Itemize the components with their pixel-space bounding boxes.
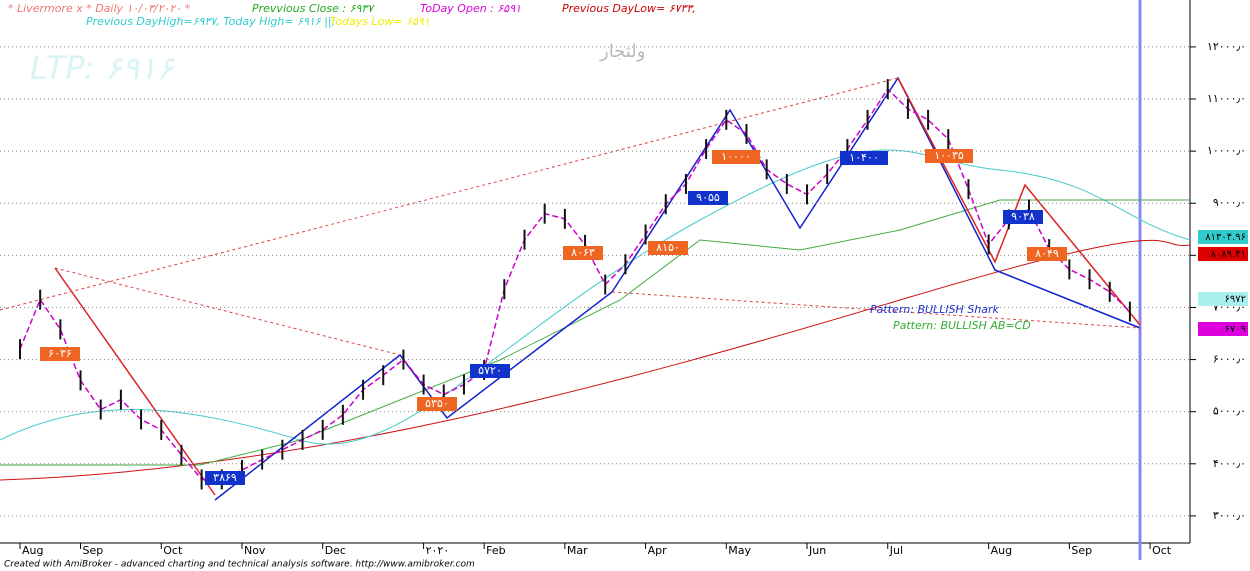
header-text: Todays Low= ۶۵۹۱ — [330, 15, 430, 28]
y-tick-label: ۶۰۰۰٫۰ — [1213, 353, 1246, 366]
y-tick-label: ۵۰۰۰٫۰ — [1213, 405, 1246, 418]
zigzag — [214, 76, 1141, 501]
price-box — [205, 471, 245, 485]
price-box — [563, 246, 603, 260]
price-box-label: ۱۰۴۰۰ — [849, 151, 879, 164]
header-text: Prevvious Close : ۶۹۳۷ — [252, 2, 375, 15]
support-line — [0, 199, 1190, 466]
moving-average — [0, 239, 1191, 481]
y-tick-label: ۳۰۰۰٫۰ — [1213, 509, 1246, 522]
ltp: LTP: ۶۹۱۶ — [30, 49, 175, 87]
x-tick-label: Feb — [486, 544, 505, 557]
price-box-label: ۱۰۰۳۵ — [934, 149, 964, 162]
price-box — [417, 397, 457, 411]
price-line — [19, 87, 1131, 481]
price-box-label: ۸۱۵۰ — [656, 241, 680, 254]
header-text: Previous DayLow= ۶۷۳۳, — [562, 2, 696, 15]
price-box-label: ۹۰۳۸ — [1011, 210, 1035, 223]
price-box — [840, 151, 888, 165]
price-tag-label: ۸۱۳۰۴.۹۶ — [1205, 232, 1246, 243]
price-box-label: ۸۰۶۳ — [571, 246, 595, 259]
price-box — [648, 241, 688, 255]
price-box-label: ۱۰۰۰۰ — [721, 150, 751, 163]
pattern-line — [0, 77, 1141, 356]
symbol: ولتجار — [599, 41, 645, 62]
price-box — [1003, 210, 1043, 224]
x-tick-label: ۲۰۲۰ — [426, 544, 450, 557]
x-tick-label: May — [728, 544, 751, 557]
y-tick-label: ۹۰۰۰٫۰ — [1213, 196, 1246, 209]
x-tick-label: Mar — [567, 544, 588, 557]
x-tick-label: Oct — [1152, 544, 1172, 557]
x-tick-label: Oct — [163, 544, 183, 557]
y-tick-label: ۱۲۰۰۰٫۰ — [1207, 40, 1246, 53]
price-box-label: ۵۷۲۰ — [478, 364, 502, 377]
price-box — [712, 150, 760, 164]
price-box — [925, 149, 973, 163]
x-tick-label: Aug — [991, 544, 1012, 557]
x-tick-label: Sep — [83, 544, 104, 557]
price-box-label: ۵۳۵۰ — [425, 397, 449, 410]
header-text: ToDay Open : ۶۵۹۱ — [420, 2, 521, 15]
x-tick-label: Apr — [648, 544, 668, 557]
x-tick-label: Dec — [325, 544, 346, 557]
price-tag-label: ۶۹۷۲ — [1225, 294, 1246, 305]
price-box — [688, 191, 728, 205]
pattern-label: Pattern: BULLISH AB=CD — [893, 319, 1031, 332]
y-tick-label: ۴۰۰۰٫۰ — [1213, 457, 1246, 470]
x-tick-label: Aug — [22, 544, 43, 557]
price-box-label: ۳۸۶۹ — [213, 471, 237, 484]
x-tick-label: Nov — [244, 544, 266, 557]
x-tick-label: Jul — [889, 544, 903, 557]
price-box-label: ۸۰۴۹ — [1035, 247, 1059, 260]
y-tick-label: ۱۱۰۰۰٫۰ — [1207, 92, 1246, 105]
price-tag-label: ۶۷۰۹ — [1225, 324, 1246, 335]
price-tag — [1198, 322, 1248, 336]
price-box-label: ۹۰۵۵ — [696, 191, 720, 204]
price-box-label: ۶۰۳۶ — [48, 347, 72, 360]
price-box — [40, 347, 80, 361]
price-tag-label: ۸۰۸۹.۴۱ — [1211, 249, 1246, 260]
price-tag — [1198, 230, 1248, 244]
price-tag — [1198, 292, 1248, 306]
price-box — [1027, 247, 1067, 261]
y-tick-label: ۱۰۰۰۰٫۰ — [1207, 144, 1246, 157]
footer: Created with AmiBroker - advanced charti… — [4, 560, 475, 570]
chart-title: * Livermore x * Daily ۱۰/۰۳/۲۰۲۰ * — [8, 2, 191, 15]
x-tick-label: Jun — [808, 544, 826, 557]
price-tag — [1198, 247, 1248, 261]
x-tick-label: Sep — [1071, 544, 1092, 557]
header-text: Previous DayHigh=۶۹۳۷, Today High= ۶۹۱۶ … — [86, 15, 335, 28]
price-box — [470, 364, 510, 378]
pattern-label: Pattern: BULLISH Shark — [870, 303, 1000, 316]
